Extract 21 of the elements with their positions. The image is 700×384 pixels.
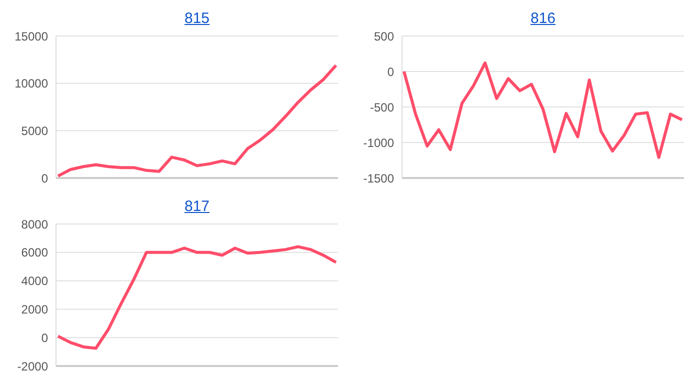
y-tick-label: 2000 (21, 302, 48, 316)
line-series (402, 61, 684, 159)
y-tick-label: 4000 (21, 274, 48, 288)
y-tick-label: 500 (374, 29, 394, 44)
y-tick-label: 0 (41, 171, 48, 186)
line-series (56, 245, 338, 350)
y-tick-label: -500 (370, 100, 394, 114)
y-tick-label: -1500 (363, 171, 394, 186)
chart-title: 817 (183, 197, 211, 217)
y-tick-label: 10000 (14, 76, 48, 91)
y-tick-label: 6000 (21, 246, 48, 260)
y-tick-label: -2000 (17, 359, 48, 374)
y-tick-label: 8000 (21, 217, 48, 232)
chart-title: 816 (529, 9, 557, 29)
y-tick-label: -1000 (363, 136, 394, 150)
chart-title: 815 (183, 9, 211, 29)
line-series (56, 64, 338, 178)
y-tick-label: 5000 (21, 124, 48, 138)
y-tick-label: 15000 (14, 29, 48, 44)
y-tick-label: 0 (41, 330, 48, 345)
y-tick-label: 0 (387, 64, 394, 79)
